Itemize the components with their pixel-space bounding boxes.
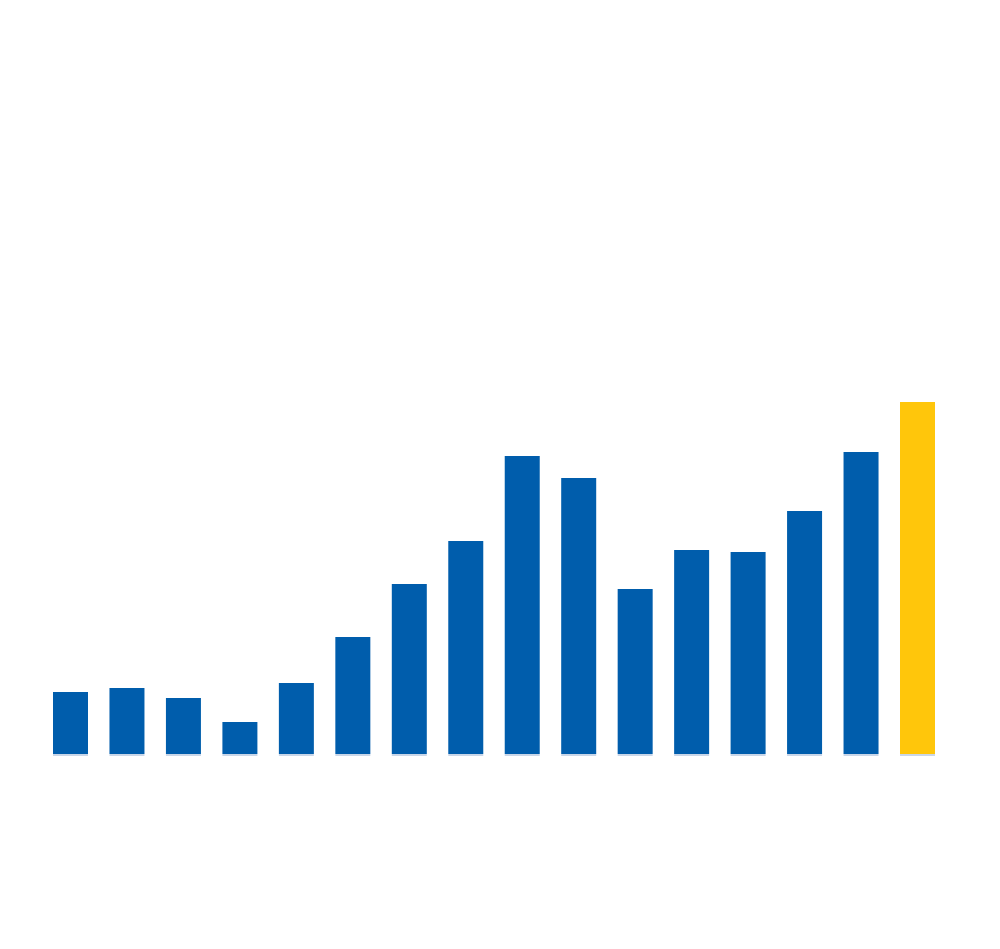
- bar: [561, 478, 597, 754]
- bar-shadow: [109, 754, 145, 756]
- bar-shadow: [730, 754, 766, 756]
- bar: [391, 584, 427, 754]
- bar: [335, 637, 371, 754]
- bar: [165, 698, 201, 754]
- bar-shadow: [787, 754, 823, 756]
- bar: [787, 511, 823, 754]
- bar: [504, 456, 540, 754]
- bar: [900, 402, 935, 754]
- bar-shadow: [165, 754, 201, 756]
- bar: [674, 550, 710, 754]
- bar: [278, 683, 314, 754]
- bar-shadow: [617, 754, 653, 756]
- bar: [53, 692, 88, 754]
- bar: [617, 589, 653, 754]
- bar-shadow: [53, 754, 88, 756]
- bar-shadow: [335, 754, 371, 756]
- bar-shadow: [843, 754, 879, 756]
- bar: [109, 688, 145, 754]
- bar-shadow: [561, 754, 597, 756]
- bar-shadow: [448, 754, 484, 756]
- bar: [843, 452, 879, 754]
- bar-shadow: [278, 754, 314, 756]
- bar: [448, 541, 484, 754]
- bar-shadow: [674, 754, 710, 756]
- bar: [222, 722, 258, 754]
- bar-shadow: [504, 754, 540, 756]
- bar-shadow: [222, 754, 258, 756]
- bar: [730, 552, 766, 754]
- bar-shadow: [900, 754, 935, 756]
- bar-shadow: [391, 754, 427, 756]
